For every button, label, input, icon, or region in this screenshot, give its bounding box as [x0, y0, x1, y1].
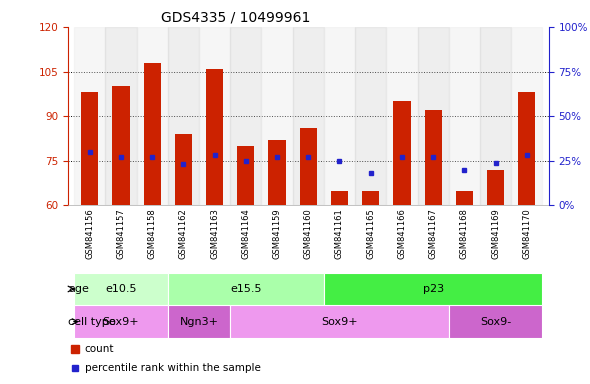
- Text: p23: p23: [422, 284, 444, 294]
- Bar: [199, 27, 230, 205]
- Bar: [74, 305, 168, 338]
- Bar: [324, 27, 355, 205]
- Bar: [112, 86, 130, 205]
- Bar: [449, 305, 542, 338]
- Bar: [268, 140, 286, 205]
- Bar: [324, 273, 542, 305]
- Text: Sox9-: Sox9-: [480, 316, 512, 327]
- Bar: [362, 190, 379, 205]
- Bar: [230, 27, 261, 205]
- Bar: [168, 27, 199, 205]
- Text: percentile rank within the sample: percentile rank within the sample: [85, 363, 261, 373]
- Bar: [511, 27, 542, 205]
- Bar: [386, 27, 418, 205]
- Text: Sox9+: Sox9+: [321, 316, 358, 327]
- Bar: [293, 27, 324, 205]
- Bar: [74, 273, 168, 305]
- Bar: [175, 134, 192, 205]
- Text: Sox9+: Sox9+: [103, 316, 139, 327]
- Bar: [74, 27, 106, 205]
- Bar: [518, 92, 536, 205]
- Bar: [230, 305, 449, 338]
- Bar: [394, 101, 411, 205]
- Bar: [449, 27, 480, 205]
- Text: cell type: cell type: [68, 316, 116, 327]
- Bar: [355, 27, 386, 205]
- Bar: [206, 68, 223, 205]
- Text: age: age: [68, 284, 89, 294]
- Text: Ngn3+: Ngn3+: [179, 316, 218, 327]
- Bar: [237, 146, 254, 205]
- Bar: [106, 27, 136, 205]
- Bar: [143, 63, 160, 205]
- Bar: [418, 27, 449, 205]
- Bar: [480, 27, 511, 205]
- Bar: [331, 190, 348, 205]
- Bar: [168, 273, 324, 305]
- Bar: [487, 170, 504, 205]
- Text: count: count: [85, 344, 114, 354]
- Text: e10.5: e10.5: [105, 284, 137, 294]
- Text: e15.5: e15.5: [230, 284, 261, 294]
- Bar: [261, 27, 293, 205]
- Bar: [456, 190, 473, 205]
- Bar: [300, 128, 317, 205]
- Bar: [81, 92, 99, 205]
- Title: GDS4335 / 10499961: GDS4335 / 10499961: [162, 10, 311, 24]
- Bar: [425, 110, 442, 205]
- Bar: [168, 305, 230, 338]
- Bar: [136, 27, 168, 205]
